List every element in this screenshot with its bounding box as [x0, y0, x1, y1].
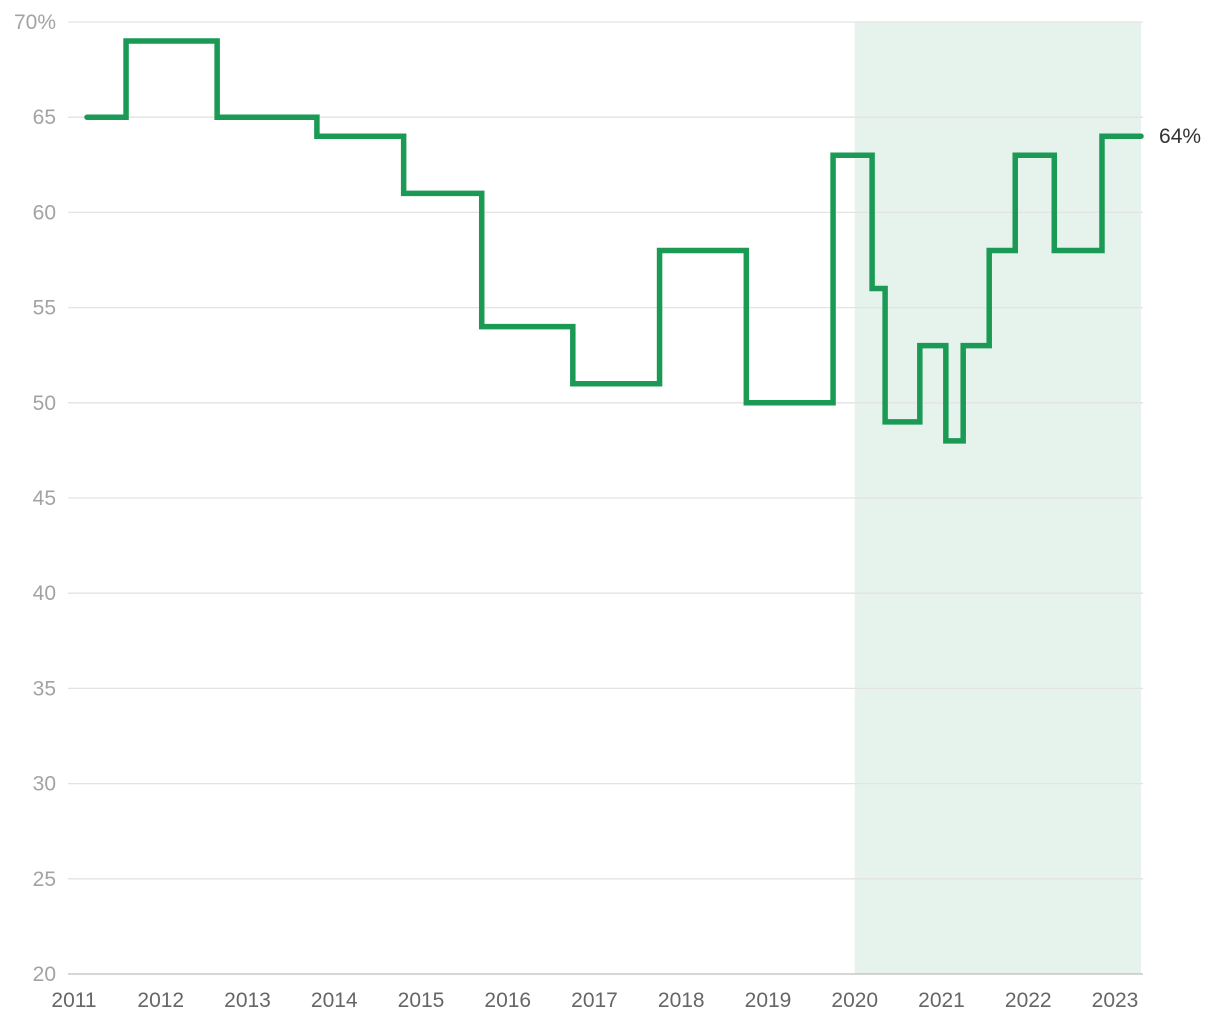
x-tick-label: 2020 — [831, 989, 878, 1012]
y-tick-label: 40 — [33, 582, 56, 605]
y-tick-label: 65 — [33, 106, 56, 129]
y-tick-label: 55 — [33, 297, 56, 320]
x-tick-label: 2021 — [918, 989, 965, 1012]
y-tick-label: 70% — [14, 11, 56, 34]
x-tick-label: 2012 — [137, 989, 184, 1012]
y-tick-label: 60 — [33, 201, 56, 224]
x-tick-label: 2023 — [1092, 989, 1139, 1012]
x-tick-label: 2013 — [224, 989, 271, 1012]
y-tick-label: 30 — [33, 773, 56, 796]
series-line — [84, 38, 1144, 444]
x-tick-label: 2016 — [484, 989, 531, 1012]
end-value-label: 64% — [1159, 125, 1201, 148]
x-tick-label: 2011 — [51, 989, 96, 1012]
y-axis-ticks: 20 25 30 35 40 45 50 55 60 65 70% — [14, 11, 56, 986]
y-tick-label: 35 — [33, 677, 56, 700]
y-tick-label: 20 — [33, 963, 56, 986]
x-tick-label: 2018 — [658, 989, 705, 1012]
y-tick-label: 25 — [33, 868, 56, 891]
x-tick-label: 2017 — [571, 989, 618, 1012]
series-layer — [84, 38, 1144, 444]
x-tick-label: 2014 — [311, 989, 358, 1012]
x-tick-label: 2015 — [398, 989, 445, 1012]
x-tick-label: 2022 — [1005, 989, 1052, 1012]
y-tick-label: 50 — [33, 392, 56, 415]
x-tick-label: 2019 — [745, 989, 792, 1012]
y-tick-label: 45 — [33, 487, 56, 510]
x-axis-ticks: 2011 2012 2013 2014 2015 2016 2017 2018 2019 2020… — [51, 989, 1138, 1012]
gridlines — [68, 21, 1143, 975]
